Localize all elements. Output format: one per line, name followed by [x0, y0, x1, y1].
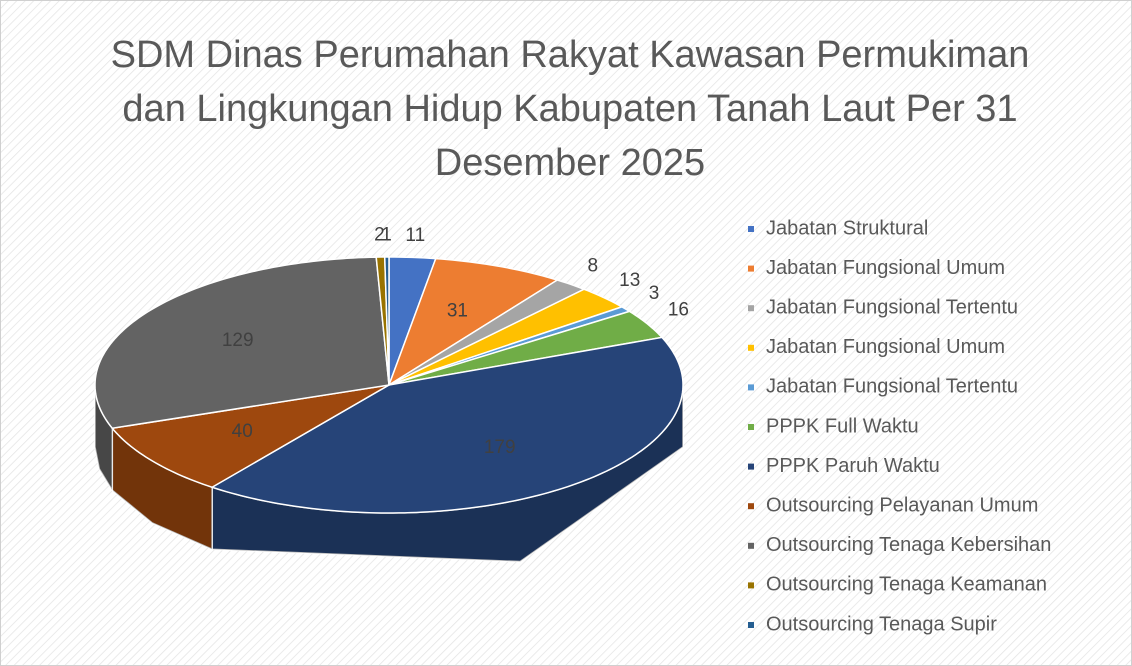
legend-marker: [748, 344, 754, 351]
data-label: 2: [374, 225, 385, 246]
slice-side-shade: [212, 385, 683, 562]
legend-label: Outsourcing Tenaga Kebersihan: [766, 534, 1051, 556]
data-label: 1: [381, 225, 392, 246]
data-label: 8: [588, 255, 599, 276]
data-label: 179: [484, 437, 516, 458]
slice: [110, 384, 390, 489]
legend-label: Outsourcing Tenaga Keamanan: [766, 574, 1047, 596]
slice: [388, 288, 624, 386]
slice: [387, 257, 560, 387]
chart-title: SDM Dinas Perumahan Rakyat Kawasan Permu…: [110, 34, 1030, 184]
slice: [210, 336, 684, 514]
legend-label: PPPK Paruh Waktu: [766, 455, 940, 477]
legend-label: Jabatan Struktural: [766, 217, 928, 239]
legend-label: Jabatan Fungsional Umum: [766, 257, 1005, 279]
slice: [94, 256, 390, 430]
data-label: 3: [649, 283, 660, 304]
slice-side-shade: [112, 428, 213, 550]
legend-marker: [748, 503, 754, 510]
legend-marker: [748, 622, 754, 628]
data-label: 129: [222, 330, 254, 351]
legend-marker: [748, 582, 754, 589]
legend-marker: [748, 424, 754, 430]
legend-label: Jabatan Fungsional Tertentu: [766, 376, 1018, 398]
data-label: 13: [619, 270, 640, 291]
legend-label: Jabatan Fungsional Umum: [766, 336, 1005, 358]
data-label: 11: [405, 225, 425, 246]
legend-marker: [748, 265, 754, 272]
slice-side-shade: [95, 385, 113, 491]
data-label: 31: [447, 300, 468, 321]
legend-label: Outsourcing Tenaga Supir: [766, 613, 997, 635]
legend: Jabatan Struktural Jabatan Fungsional Umu…: [748, 217, 1051, 635]
legend-label: Jabatan Fungsional Tertentu: [766, 296, 1018, 318]
pie-tops: [94, 256, 684, 514]
legend-marker: [748, 305, 754, 312]
data-labels: 11 31 8 13 3 16 179 40 129 21: [222, 225, 689, 458]
legend-marker: [748, 226, 754, 232]
legend-marker: [748, 384, 754, 391]
legend-label: PPPK Full Waktu: [766, 415, 919, 437]
legend-marker: [748, 542, 754, 549]
legend-marker: [748, 463, 754, 470]
slice: [388, 310, 664, 386]
data-label: 40: [232, 421, 253, 442]
slice: [388, 279, 586, 386]
slice: [383, 256, 390, 386]
legend-label: Outsourcing Pelayanan Umum: [766, 494, 1038, 516]
data-label: 16: [668, 300, 689, 321]
